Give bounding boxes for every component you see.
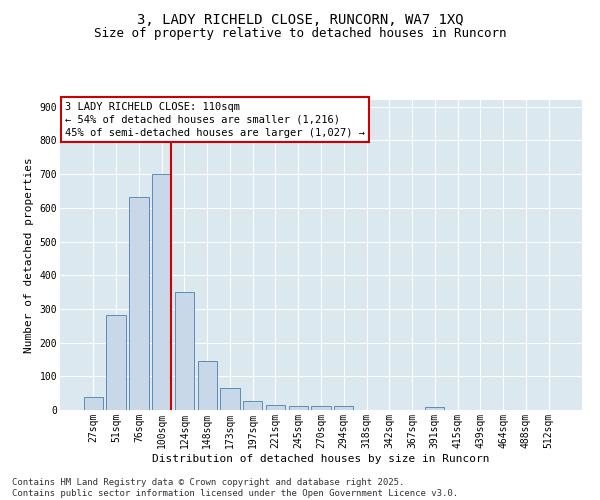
Bar bbox=[266, 406, 285, 410]
Text: 3, LADY RICHELD CLOSE, RUNCORN, WA7 1XQ: 3, LADY RICHELD CLOSE, RUNCORN, WA7 1XQ bbox=[137, 12, 463, 26]
Text: Contains HM Land Registry data © Crown copyright and database right 2025.
Contai: Contains HM Land Registry data © Crown c… bbox=[12, 478, 458, 498]
Bar bbox=[84, 396, 103, 410]
Bar bbox=[243, 400, 262, 410]
Bar bbox=[220, 388, 239, 410]
Bar bbox=[197, 361, 217, 410]
Bar bbox=[311, 406, 331, 410]
Bar bbox=[129, 197, 149, 410]
Bar bbox=[152, 174, 172, 410]
Bar bbox=[289, 406, 308, 410]
Text: Size of property relative to detached houses in Runcorn: Size of property relative to detached ho… bbox=[94, 28, 506, 40]
Text: 3 LADY RICHELD CLOSE: 110sqm
← 54% of detached houses are smaller (1,216)
45% of: 3 LADY RICHELD CLOSE: 110sqm ← 54% of de… bbox=[65, 102, 365, 138]
Bar bbox=[334, 406, 353, 410]
Bar bbox=[175, 292, 194, 410]
Bar bbox=[106, 314, 126, 410]
X-axis label: Distribution of detached houses by size in Runcorn: Distribution of detached houses by size … bbox=[152, 454, 490, 464]
Bar bbox=[425, 408, 445, 410]
Y-axis label: Number of detached properties: Number of detached properties bbox=[24, 157, 34, 353]
